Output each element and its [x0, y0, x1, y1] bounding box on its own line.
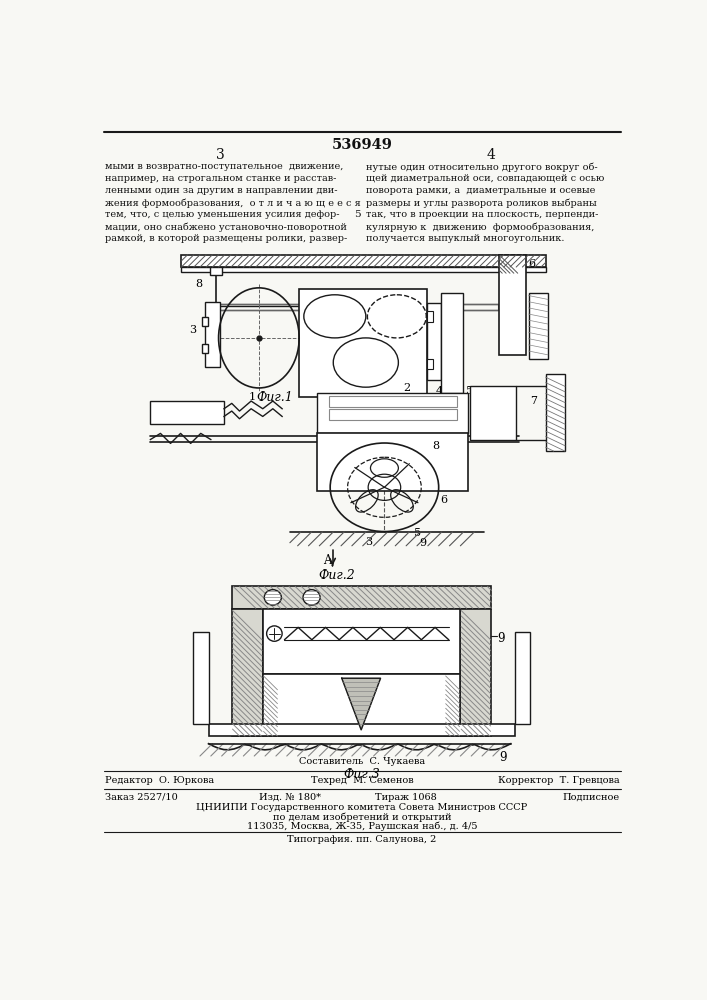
Text: рамкой, в которой размещены ролики, развер-: рамкой, в которой размещены ролики, разв…	[105, 234, 348, 243]
Bar	[329, 396, 457, 407]
Text: 2: 2	[403, 383, 410, 393]
Bar	[441, 293, 462, 393]
Bar	[529, 293, 548, 359]
Text: Фиг.3: Фиг.3	[344, 768, 380, 781]
Text: Изд. № 180*: Изд. № 180*	[259, 793, 321, 802]
Text: кулярную к  движению  формообразования,: кулярную к движению формообразования,	[366, 222, 594, 232]
Bar	[299, 289, 427, 397]
Text: нутые один относительно другого вокруг об-: нутые один относительно другого вокруг о…	[366, 162, 597, 172]
Text: 3: 3	[365, 537, 372, 547]
Text: ЦНИИПИ Государственного комитета Совета Министров СССР: ЦНИИПИ Государственного комитета Совета …	[197, 803, 527, 812]
Text: Типография. пп. Салунова, 2: Типография. пп. Салунова, 2	[287, 835, 437, 844]
Text: например, на строгальном станке и расстав-: например, на строгальном станке и расста…	[105, 174, 337, 183]
Text: 4: 4	[436, 386, 443, 396]
Bar	[317, 433, 468, 491]
Text: x: x	[451, 336, 457, 345]
Text: поворота рамки, а  диаметральные и осевые: поворота рамки, а диаметральные и осевые	[366, 186, 595, 195]
Text: 1: 1	[327, 400, 334, 410]
Text: тем, что, с целью уменьшения усилия дефор-: тем, что, с целью уменьшения усилия дефо…	[105, 210, 340, 219]
Ellipse shape	[303, 590, 320, 605]
Bar	[263, 609, 460, 674]
Text: 9: 9	[499, 751, 507, 764]
Text: размеры и углы разворота роликов выбраны: размеры и углы разворота роликов выбраны	[366, 198, 597, 208]
Bar	[209, 724, 515, 736]
Text: Подписное: Подписное	[562, 793, 619, 802]
Text: 11: 11	[414, 396, 428, 406]
Text: Фиг.2: Фиг.2	[318, 569, 355, 582]
Text: 8: 8	[196, 279, 203, 289]
Bar	[204, 302, 220, 367]
Bar	[201, 317, 208, 326]
Bar	[469, 386, 516, 440]
Text: A: A	[323, 554, 332, 567]
Text: Фиг.1: Фиг.1	[256, 391, 293, 404]
Bar	[232, 609, 263, 736]
Text: 113035, Москва, Ж-35, Раушская наб., д. 4/5: 113035, Москва, Ж-35, Раушская наб., д. …	[247, 821, 477, 831]
Text: A: A	[318, 396, 327, 409]
Bar	[427, 303, 441, 380]
Circle shape	[267, 626, 282, 641]
Bar	[460, 609, 491, 736]
Text: 3: 3	[216, 148, 225, 162]
Text: 7: 7	[530, 396, 537, 406]
Text: 1: 1	[249, 392, 256, 402]
Bar	[317, 393, 468, 433]
Text: 536949: 536949	[332, 138, 392, 152]
Bar	[546, 374, 565, 451]
Bar	[263, 674, 460, 736]
Text: мыми в возвратно-поступательное  движение,: мыми в возвратно-поступательное движение…	[105, 162, 344, 171]
Bar	[182, 255, 546, 267]
Text: 4: 4	[487, 148, 496, 162]
Text: 5: 5	[414, 528, 421, 538]
Bar	[182, 267, 546, 272]
Text: 8: 8	[433, 441, 440, 451]
Bar	[210, 267, 223, 275]
Bar	[499, 255, 526, 355]
Text: Составитель  С. Чукаева: Составитель С. Чукаева	[299, 757, 425, 766]
Bar	[220, 304, 498, 310]
Text: Тираж 1068: Тираж 1068	[375, 793, 437, 802]
Bar	[232, 586, 491, 609]
Bar	[201, 344, 208, 353]
Text: 5: 5	[466, 386, 473, 396]
Bar	[515, 632, 530, 724]
Text: 6: 6	[529, 259, 536, 269]
Ellipse shape	[264, 590, 281, 605]
Text: получается выпуклый многоугольник.: получается выпуклый многоугольник.	[366, 234, 564, 243]
Bar	[427, 311, 433, 322]
Bar	[427, 359, 433, 369]
Text: мации, оно снабжено установочно-поворотной: мации, оно снабжено установочно-поворотн…	[105, 222, 347, 232]
Text: 5: 5	[354, 210, 361, 219]
Text: щей диаметральной оси, совпадающей с осью: щей диаметральной оси, совпадающей с ось…	[366, 174, 604, 183]
Text: Редактор  О. Юркова: Редактор О. Юркова	[105, 776, 214, 785]
Text: Техред  М. Семенов: Техред М. Семенов	[310, 776, 414, 785]
Text: 1: 1	[397, 400, 404, 410]
Text: так, что в проекции на плоскость, перпенди-: так, что в проекции на плоскость, перпен…	[366, 210, 598, 219]
Text: по делам изобретений и открытий: по делам изобретений и открытий	[273, 812, 451, 822]
Text: жения формообразования,  о т л и ч а ю щ е е с я: жения формообразования, о т л и ч а ю щ …	[105, 198, 361, 208]
Bar	[193, 632, 209, 724]
Bar	[329, 409, 457, 420]
Text: 3: 3	[189, 325, 196, 335]
Polygon shape	[341, 678, 380, 730]
Text: Заказ 2527/10: Заказ 2527/10	[105, 793, 178, 802]
Bar	[151, 401, 224, 424]
Text: 9: 9	[419, 538, 426, 548]
Text: 9: 9	[498, 632, 505, 645]
Text: ленными один за другим в направлении дви-: ленными один за другим в направлении дви…	[105, 186, 338, 195]
Text: 6: 6	[440, 495, 448, 505]
Text: Корректор  Т. Гревцова: Корректор Т. Гревцова	[498, 776, 619, 785]
